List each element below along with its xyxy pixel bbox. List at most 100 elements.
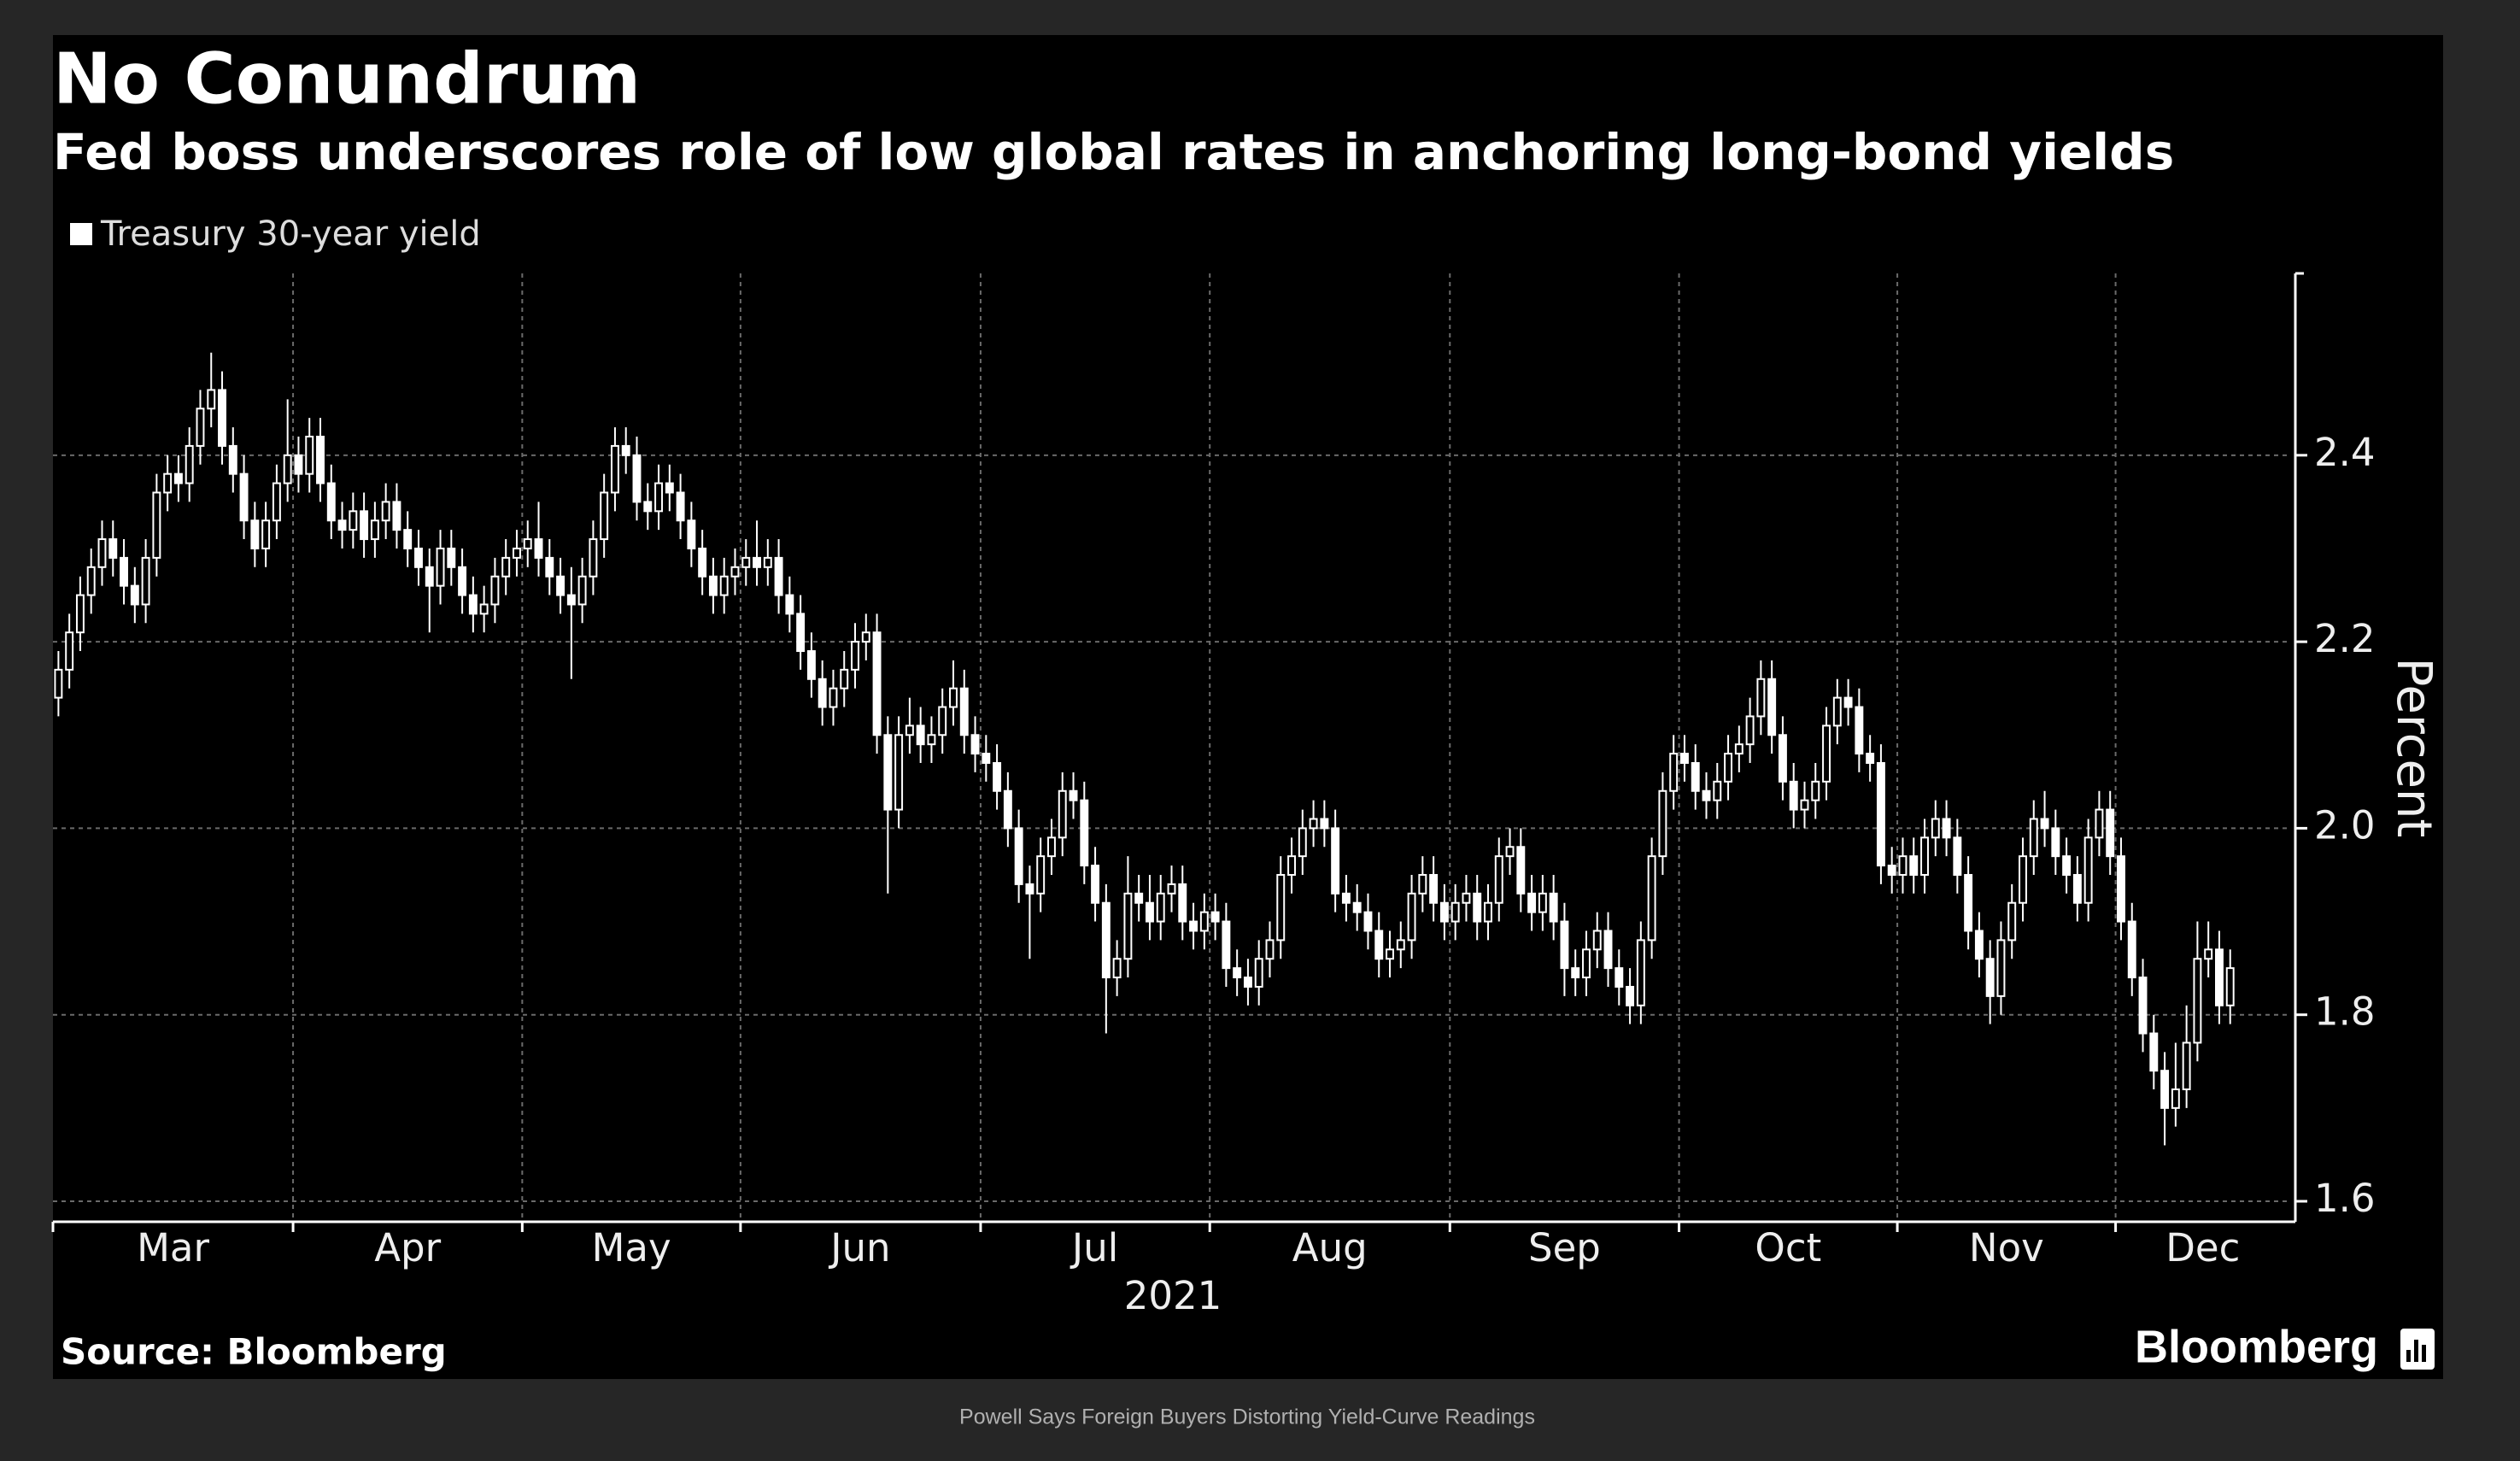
- candle-body: [1822, 725, 1831, 783]
- candle-body: [1571, 967, 1580, 979]
- candle-body: [1112, 958, 1122, 979]
- candle-body: [545, 556, 554, 578]
- candle-body: [501, 556, 511, 578]
- y-axis-label: Percent: [2386, 658, 2441, 838]
- candle-body: [730, 566, 740, 578]
- brand-icon-bar: [2414, 1340, 2418, 1362]
- candle-body: [894, 734, 904, 811]
- x-tick-label: Nov: [1969, 1225, 2044, 1270]
- candle-body: [337, 519, 347, 531]
- candle-body: [1429, 873, 1439, 904]
- candle-body: [130, 584, 139, 606]
- candle-body: [1582, 948, 1591, 979]
- candle-body: [1974, 930, 1984, 960]
- candle-body: [75, 594, 85, 634]
- candle-body: [1734, 743, 1743, 755]
- candle-body: [2083, 836, 2093, 904]
- x-tick-label: Sep: [1528, 1225, 1601, 1270]
- brand: Bloomberg: [2135, 1321, 2378, 1372]
- candle-body: [447, 547, 456, 568]
- candle-body: [239, 472, 249, 522]
- candle-body: [1494, 855, 1503, 904]
- candle-body: [185, 444, 194, 484]
- chart-subtitle: Fed boss underscores role of low global …: [53, 123, 2174, 181]
- candle-body: [763, 556, 772, 568]
- candle-body: [163, 472, 173, 494]
- candle-body: [1439, 901, 1449, 923]
- candle-body: [1058, 789, 1067, 839]
- candle-body: [86, 566, 96, 596]
- candle-body: [1931, 818, 1940, 839]
- candle-body: [753, 556, 761, 568]
- candle-body: [1702, 789, 1711, 801]
- candle-body: [360, 510, 369, 541]
- candle-body: [883, 734, 893, 811]
- candle-body: [65, 631, 74, 671]
- candle-body: [1745, 715, 1755, 746]
- candle-body: [1767, 678, 1777, 736]
- candle-body: [294, 454, 303, 475]
- candle-body: [316, 436, 325, 484]
- candle-body: [2193, 958, 2202, 1044]
- candle-body: [1069, 789, 1078, 801]
- candle-body: [1626, 985, 1635, 1006]
- candle-body: [1832, 696, 1842, 727]
- candle-body: [272, 482, 281, 522]
- candle-body: [2019, 855, 2027, 904]
- candle-body: [1505, 846, 1515, 858]
- candle-body: [1091, 865, 1100, 904]
- candle-body: [2007, 901, 2017, 942]
- candle-body: [719, 575, 729, 596]
- candle-body: [1156, 892, 1165, 923]
- candle-body: [2171, 1088, 2180, 1109]
- candle-body: [1080, 799, 1089, 867]
- candle-body: [1811, 780, 1820, 801]
- candle-body: [1254, 958, 1263, 988]
- candle-body: [1210, 911, 1220, 923]
- candle-body: [851, 641, 859, 671]
- candle-body: [643, 501, 653, 513]
- x-tick-label: Aug: [1292, 1225, 1368, 1270]
- brand-icon-bar: [2422, 1345, 2426, 1362]
- candle-body: [1233, 967, 1242, 979]
- candle-body: [829, 687, 838, 708]
- candle-body: [621, 444, 630, 456]
- candle-body: [228, 444, 237, 475]
- candle-body: [196, 408, 205, 447]
- chart-panel: [53, 35, 2443, 1379]
- candle-body: [1101, 901, 1111, 979]
- candle-body: [141, 556, 150, 606]
- x-tick-label: Dec: [2165, 1225, 2240, 1270]
- legend-label: Treasury 30-year yield: [100, 214, 481, 254]
- y-tick-label: 2.2: [2314, 616, 2376, 661]
- brand-icon-bar: [2406, 1350, 2411, 1362]
- candle-body: [1724, 753, 1733, 783]
- candle-body: [1047, 836, 1056, 858]
- candle-body: [665, 482, 674, 494]
- legend-swatch: [70, 223, 92, 245]
- candle-body: [414, 547, 423, 568]
- candle-body: [1363, 911, 1373, 932]
- candle-body: [436, 547, 445, 587]
- chart-title: No Conundrum: [53, 38, 641, 120]
- candle-body: [207, 389, 216, 410]
- candle-body: [1592, 930, 1602, 951]
- x-tick-label: Mar: [137, 1225, 209, 1270]
- candle-body: [1320, 818, 1329, 830]
- candle-body: [490, 575, 500, 606]
- candle-body: [2095, 808, 2104, 839]
- candle-body: [2062, 855, 2072, 876]
- candle-body: [1866, 753, 1875, 765]
- candle-body: [1691, 762, 1700, 792]
- source: Source: Bloomberg: [61, 1331, 447, 1373]
- candle-body: [2051, 827, 2060, 858]
- candle-body: [1450, 901, 1460, 923]
- candle-body: [1189, 920, 1198, 932]
- candle-body: [774, 556, 783, 596]
- candle-body: [1199, 911, 1209, 932]
- candle-body: [938, 706, 947, 736]
- candle-body: [2225, 967, 2235, 1006]
- x-tick-label: Jun: [828, 1225, 890, 1270]
- candle-body: [1167, 883, 1176, 895]
